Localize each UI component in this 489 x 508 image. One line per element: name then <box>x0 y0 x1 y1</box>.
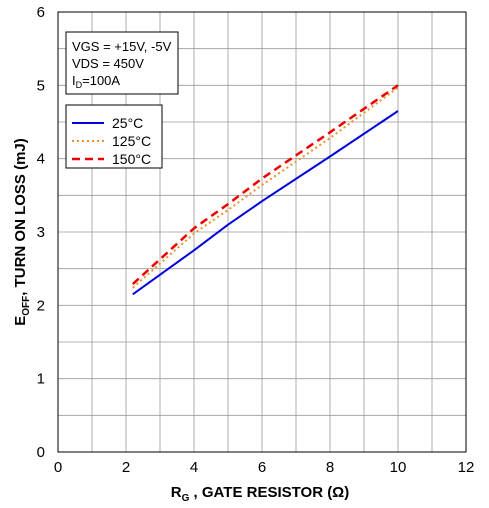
x-tick-label: 2 <box>122 459 130 476</box>
y-tick-label: 5 <box>37 77 45 94</box>
legend: 25°C 125°C 150°C <box>65 104 163 169</box>
x-tick-label: 0 <box>54 459 62 476</box>
condition-vds: VDS = 450V <box>72 56 144 71</box>
series-line-1 <box>132 110 399 296</box>
y-axis-label: EOFF, TURN ON LOSS (mJ) <box>12 138 32 326</box>
conditions-box: VGS = +15V, -5V VDS = 450V ID=100A <box>65 31 179 95</box>
y-tick-label: 3 <box>37 224 45 241</box>
y-tick-label: 2 <box>37 297 45 314</box>
x-axis-label: RG , GATE RESISTOR (Ω) <box>171 484 349 504</box>
condition-vgs: VGS = +15V, -5V <box>72 39 172 54</box>
y-tick-label: 0 <box>37 444 45 461</box>
x-tick-label: 8 <box>326 459 334 476</box>
y-tick-label: 6 <box>37 4 45 21</box>
y-tick-label: 1 <box>37 371 45 388</box>
plot-border <box>57 11 467 453</box>
x-tick-label: 10 <box>390 459 407 476</box>
y-tick-labels: 0 1 2 3 4 5 6 <box>37 4 45 461</box>
x-tick-labels: 0 2 4 6 8 10 12 <box>54 459 475 476</box>
condition-id: ID=100A <box>72 73 120 90</box>
x-tick-label: 6 <box>258 459 266 476</box>
legend-label: 25°C <box>112 115 143 131</box>
y-tick-label: 4 <box>37 151 45 168</box>
legend-label: 150°C <box>112 151 151 167</box>
series-group <box>131 84 399 296</box>
legend-label: 125°C <box>112 133 151 149</box>
series-line-3 <box>131 84 399 286</box>
x-tick-label: 4 <box>190 459 198 476</box>
x-tick-label: 12 <box>458 459 475 476</box>
series-line-2 <box>132 86 399 289</box>
